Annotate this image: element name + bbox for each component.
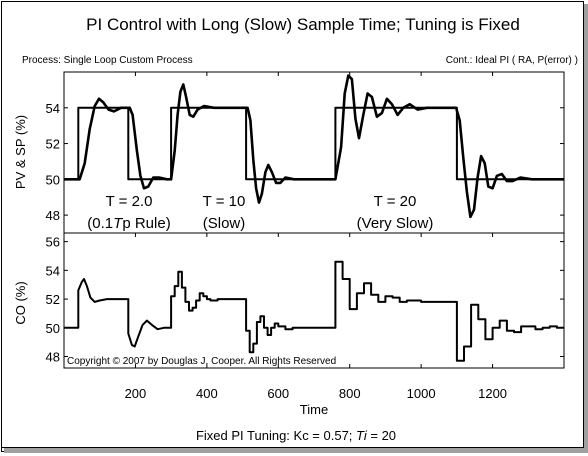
annotation-3-line-1: T = 20 [374, 193, 417, 210]
copyright-notice: Copyright © 2007 by Douglas J. Cooper. A… [67, 356, 336, 367]
pv-y-tick-label: 54 [46, 101, 60, 116]
process-label: Process: Single Loop Custom Process [22, 55, 193, 66]
x-tick-label: 800 [339, 386, 361, 401]
co-y-tick-label: 56 [46, 235, 60, 250]
pv-y-tick-label: 50 [46, 172, 60, 187]
co-y-tick-label: 50 [46, 321, 60, 336]
x-tick-label: 1200 [478, 386, 507, 401]
annotation-3-line-2: (Very Slow) [357, 215, 434, 232]
x-axis: 200 400 600 800 1000 1200 [125, 72, 507, 401]
chart-title: PI Control with Long (Slow) Sample Time;… [86, 15, 520, 34]
annotation-2-line-2: (Slow) [203, 215, 246, 232]
x-tick-label: 400 [196, 386, 218, 401]
pv-y-tick-label: 48 [46, 208, 60, 223]
outer-border [1, 1, 584, 448]
x-axis-label: Time [300, 402, 328, 417]
x-tick-label: 600 [267, 386, 289, 401]
pv-series-line-1 [64, 74, 564, 219]
co-series-line-1 [64, 260, 564, 362]
pv-y-axis-label: PV & SP (%) [13, 115, 28, 189]
frame-shadow-bottom [4, 447, 588, 453]
co-y-axis: 48 50 52 54 56 [46, 235, 564, 365]
co-y-tick-label: 52 [46, 292, 60, 307]
annotation-1-line-2: (0.1Tp Rule) [87, 215, 170, 232]
co-y-tick-label: 54 [46, 263, 60, 278]
annotation-2-line-1: T = 10 [203, 193, 246, 210]
annotation-1-line-1: T = 2.0 [106, 193, 153, 210]
co-series-group [64, 260, 564, 362]
x-tick-label: 1000 [407, 386, 436, 401]
pv-series-group [64, 74, 564, 219]
frame-shadow-right [583, 4, 588, 453]
tuning-footer: Fixed PI Tuning: Kc = 0.57; Ti = 20 [196, 428, 396, 443]
pv-series-line-2 [64, 106, 564, 181]
co-y-axis-label: CO (%) [13, 281, 28, 324]
x-tick-label: 200 [125, 386, 147, 401]
controller-label: Cont.: Ideal PI ( RA, P(error) ) [446, 55, 578, 66]
co-plot-frame [63, 232, 565, 369]
co-y-tick-label: 48 [46, 350, 60, 365]
pv-y-tick-label: 52 [46, 137, 60, 152]
